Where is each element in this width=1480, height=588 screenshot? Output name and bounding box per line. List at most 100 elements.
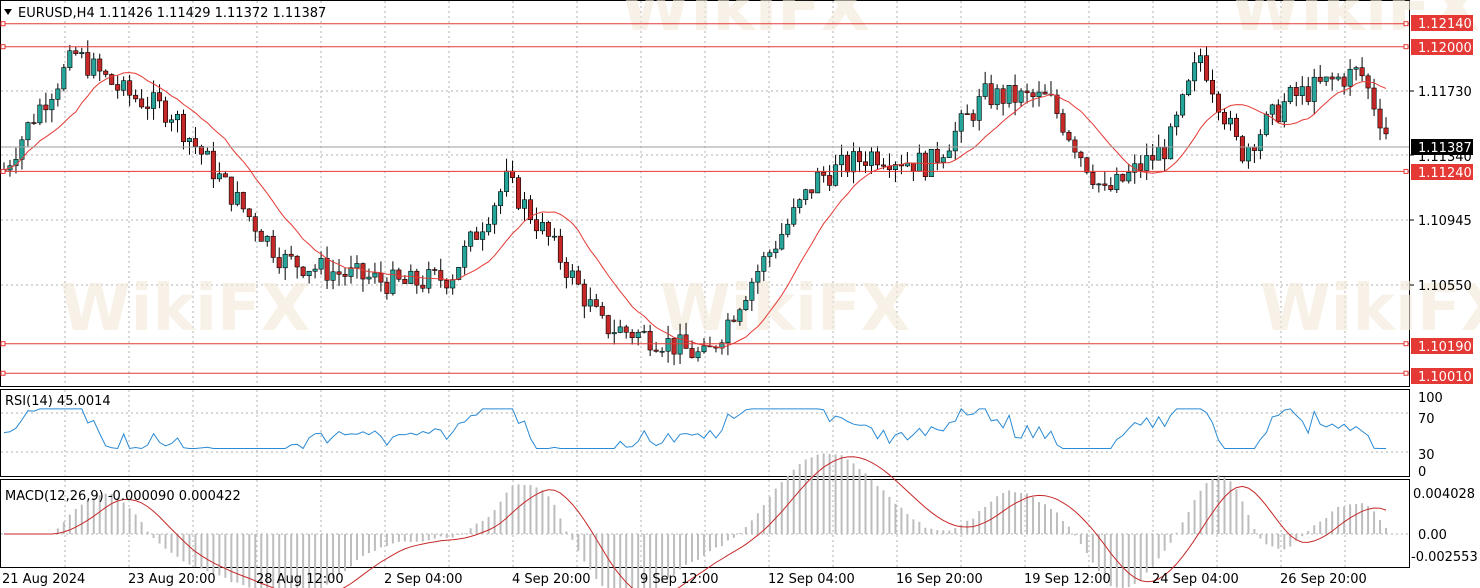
rsi-tick: 0 [1418, 465, 1426, 480]
bear-candle [575, 270, 581, 285]
bull-candle [1180, 94, 1186, 116]
bull-candle [306, 270, 312, 276]
bear-candle [384, 281, 390, 294]
time-label: 26 Sep 20:00 [1280, 572, 1367, 587]
bear-candle [1012, 85, 1018, 103]
bear-candle [988, 83, 994, 106]
level-label-box [1411, 39, 1473, 55]
bull-candle [785, 223, 791, 235]
bear-candle [109, 74, 115, 85]
bear-candle [593, 299, 599, 307]
level-label-box [1411, 15, 1473, 31]
bear-candle [605, 315, 611, 335]
bull-candle [1192, 62, 1198, 82]
bear-candle [1359, 67, 1365, 77]
dropdown-triangle-icon[interactable] [4, 9, 12, 15]
bull-candle [1198, 55, 1204, 64]
bear-candle [336, 271, 342, 275]
bull-candle [1353, 67, 1359, 70]
bull-candle [486, 223, 492, 233]
bull-candle [611, 332, 617, 335]
bull-candle [737, 309, 743, 322]
bull-candle [773, 248, 779, 254]
bear-candle [510, 170, 516, 178]
bear-candle [1204, 55, 1210, 81]
bear-candle [845, 154, 851, 173]
rsi-tick: 100 [1418, 391, 1443, 406]
bear-candle [1000, 88, 1006, 104]
bear-candle [1030, 92, 1036, 98]
horizontal-levels[interactable] [0, 21, 1409, 376]
bear-candle [629, 331, 635, 339]
bear-candle [1275, 104, 1281, 123]
bull-candle [1311, 76, 1317, 102]
bull-candle [1227, 117, 1233, 125]
bear-candle [1210, 79, 1216, 95]
rsi-line [3, 408, 1386, 450]
watermark-text: WikiFX [620, 0, 870, 46]
level-handle[interactable] [0, 168, 6, 174]
bear-candle [623, 326, 629, 333]
bear-candle [145, 106, 151, 109]
bull-candle [1257, 134, 1263, 151]
level-handle[interactable] [0, 341, 6, 347]
bull-candle [151, 92, 157, 109]
bear-candle [103, 70, 109, 75]
bear-candle [1042, 91, 1048, 95]
bear-candle [210, 150, 216, 180]
bull-candle [551, 235, 557, 238]
bear-candle [1090, 171, 1096, 185]
bull-candle [1186, 80, 1192, 95]
level-handle[interactable] [1403, 44, 1409, 50]
watermark-text: WikiFX [1260, 272, 1480, 346]
level-label-box [1411, 164, 1473, 180]
chart-header: EURUSD,H4 1.11426 1.11429 1.11372 1.1138… [4, 6, 326, 21]
level-labels: 1.12140 1.12000 1.11387 1.11240 1.10190 … [1411, 15, 1473, 385]
bear-candle [222, 173, 228, 178]
bull-candle [940, 157, 946, 163]
bear-candle [180, 114, 186, 142]
time-label: 24 Sep 04:00 [1152, 572, 1239, 587]
bull-candle [468, 231, 474, 247]
level-label: 1.10190 [1418, 340, 1472, 355]
level-handle[interactable] [0, 44, 6, 50]
bear-candle [910, 162, 916, 172]
bear-candle [1329, 76, 1335, 80]
bear-candle [270, 235, 276, 258]
level-handle[interactable] [1403, 21, 1409, 27]
bull-candle [348, 267, 354, 277]
bear-candle [533, 219, 539, 232]
bear-candle [1024, 90, 1030, 94]
bear-candle [252, 216, 258, 232]
bear-candle [809, 189, 815, 194]
bull-candle [91, 58, 97, 76]
bear-candle [821, 171, 827, 176]
bear-candle [31, 122, 37, 124]
bull-candle [1006, 85, 1012, 104]
bear-candle [396, 269, 402, 280]
bear-candle [557, 235, 563, 263]
level-handle[interactable] [1403, 168, 1409, 174]
bull-candle [767, 252, 773, 257]
bull-candle [79, 52, 85, 54]
time-label: 19 Sep 12:00 [1024, 572, 1111, 587]
bear-candle [157, 92, 163, 102]
bear-candle [1084, 157, 1090, 173]
bull-candle [833, 164, 839, 186]
bull-candle [330, 271, 336, 281]
level-handle[interactable] [1403, 341, 1409, 347]
bull-candle [1323, 76, 1329, 82]
bear-candle [1108, 185, 1114, 191]
bear-candle [1216, 93, 1222, 113]
level-handle[interactable] [0, 370, 6, 376]
bull-candle [175, 114, 181, 121]
bear-candle [874, 151, 880, 166]
ma-line [3, 72, 1387, 349]
bear-candle [1233, 117, 1239, 137]
bear-candle [527, 199, 533, 220]
level-handle[interactable] [1403, 370, 1409, 376]
level-handle[interactable] [0, 21, 6, 27]
bull-candle [1263, 113, 1269, 135]
time-label: 9 Sep 12:00 [640, 572, 719, 587]
